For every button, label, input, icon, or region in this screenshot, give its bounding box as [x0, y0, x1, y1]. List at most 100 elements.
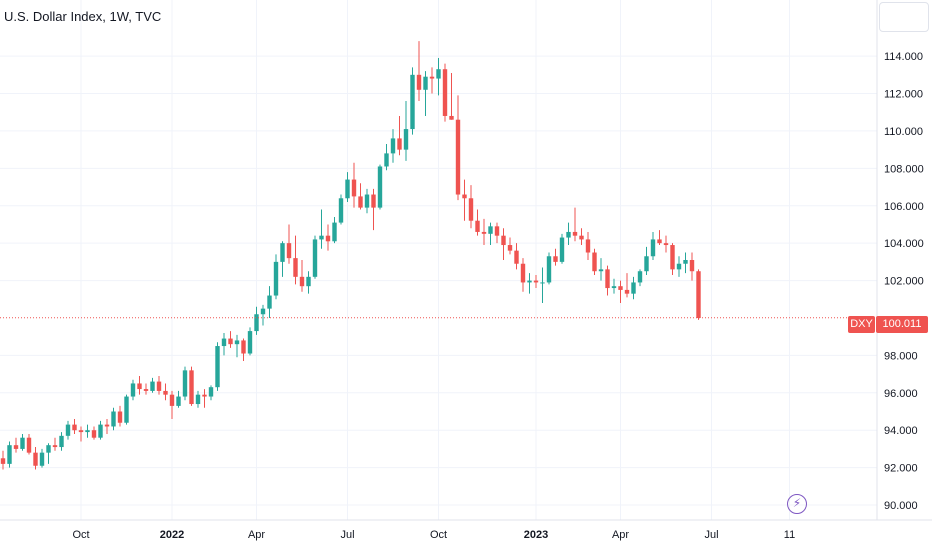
candle[interactable]: [163, 383, 168, 401]
scale-button[interactable]: [879, 2, 929, 32]
candle[interactable]: [46, 443, 51, 464]
candle[interactable]: [468, 185, 474, 229]
candle[interactable]: [559, 233, 565, 264]
candle[interactable]: [403, 101, 409, 161]
candle[interactable]: [579, 228, 584, 246]
candle[interactable]: [332, 216, 337, 244]
candle[interactable]: [306, 271, 311, 294]
candle[interactable]: [182, 366, 188, 401]
candle[interactable]: [72, 418, 77, 434]
candle[interactable]: [59, 432, 64, 451]
candle[interactable]: [169, 390, 175, 419]
candle[interactable]: [26, 433, 32, 455]
candle[interactable]: [176, 390, 181, 408]
candle[interactable]: [52, 437, 58, 451]
candle[interactable]: [514, 243, 519, 270]
candle[interactable]: [592, 248, 597, 275]
candle[interactable]: [98, 420, 103, 440]
candle[interactable]: [436, 57, 441, 96]
candle[interactable]: [566, 222, 571, 246]
candle[interactable]: [130, 379, 136, 401]
candle[interactable]: [488, 222, 493, 246]
candle[interactable]: [689, 252, 695, 281]
candle[interactable]: [20, 433, 25, 451]
candle[interactable]: [429, 67, 435, 94]
candle[interactable]: [137, 375, 142, 395]
candle[interactable]: [527, 273, 532, 294]
candle[interactable]: [273, 254, 279, 300]
candle[interactable]: [494, 222, 500, 244]
candle[interactable]: [670, 243, 675, 275]
candle[interactable]: [293, 235, 298, 285]
candle[interactable]: [221, 332, 227, 356]
candle[interactable]: [91, 426, 97, 440]
candle[interactable]: [260, 304, 266, 326]
candle[interactable]: [104, 418, 110, 434]
candle[interactable]: [345, 172, 350, 203]
candle[interactable]: [65, 420, 71, 440]
candle[interactable]: [637, 269, 643, 287]
candle[interactable]: [267, 286, 272, 318]
candle[interactable]: [202, 389, 207, 408]
candle[interactable]: [143, 383, 149, 395]
candle[interactable]: [475, 209, 480, 236]
candle[interactable]: [39, 448, 45, 468]
candle[interactable]: [553, 248, 558, 266]
candle[interactable]: [442, 63, 448, 122]
candle[interactable]: [254, 306, 259, 335]
candle[interactable]: [189, 366, 194, 406]
candle[interactable]: [462, 179, 467, 221]
candle[interactable]: [650, 231, 656, 260]
candle[interactable]: [540, 267, 545, 304]
candle[interactable]: [299, 260, 305, 292]
candle[interactable]: [390, 129, 396, 163]
candle[interactable]: [78, 426, 84, 442]
candle[interactable]: [384, 144, 389, 171]
candle[interactable]: [696, 269, 701, 320]
candle[interactable]: [377, 164, 383, 210]
candle[interactable]: [0, 450, 6, 470]
candle[interactable]: [215, 342, 220, 391]
candle[interactable]: [657, 230, 662, 246]
candle[interactable]: [644, 246, 649, 275]
candle[interactable]: [572, 207, 578, 242]
candle[interactable]: [507, 237, 513, 255]
candle[interactable]: [455, 95, 461, 201]
candle[interactable]: [371, 188, 376, 231]
candle[interactable]: [13, 437, 19, 453]
candle[interactable]: [7, 441, 12, 468]
candle[interactable]: [631, 276, 636, 300]
candle[interactable]: [247, 327, 253, 356]
lightning-icon[interactable]: ⚡: [787, 494, 807, 514]
candle[interactable]: [234, 334, 240, 358]
candle[interactable]: [520, 258, 526, 292]
candle[interactable]: [124, 394, 129, 425]
candle[interactable]: [117, 405, 123, 427]
candle[interactable]: [33, 447, 38, 470]
candle[interactable]: [195, 390, 201, 408]
candle[interactable]: [663, 235, 669, 253]
candle[interactable]: [624, 273, 630, 298]
candle[interactable]: [280, 241, 285, 277]
candle[interactable]: [208, 385, 214, 401]
candle[interactable]: [312, 235, 318, 279]
candle[interactable]: [533, 274, 539, 289]
candle[interactable]: [683, 252, 688, 274]
candle[interactable]: [605, 265, 610, 296]
candle[interactable]: [351, 162, 357, 208]
candle[interactable]: [286, 224, 292, 264]
candle[interactable]: [358, 183, 363, 210]
candle[interactable]: [111, 407, 116, 431]
candle[interactable]: [156, 375, 162, 395]
candle[interactable]: [416, 41, 422, 102]
candle[interactable]: [150, 377, 155, 393]
candle[interactable]: [423, 71, 428, 116]
candle[interactable]: [397, 115, 402, 156]
candle[interactable]: [611, 278, 617, 294]
candle[interactable]: [676, 256, 682, 277]
candle[interactable]: [228, 331, 233, 348]
candle[interactable]: [598, 258, 604, 281]
candle[interactable]: [364, 188, 370, 214]
